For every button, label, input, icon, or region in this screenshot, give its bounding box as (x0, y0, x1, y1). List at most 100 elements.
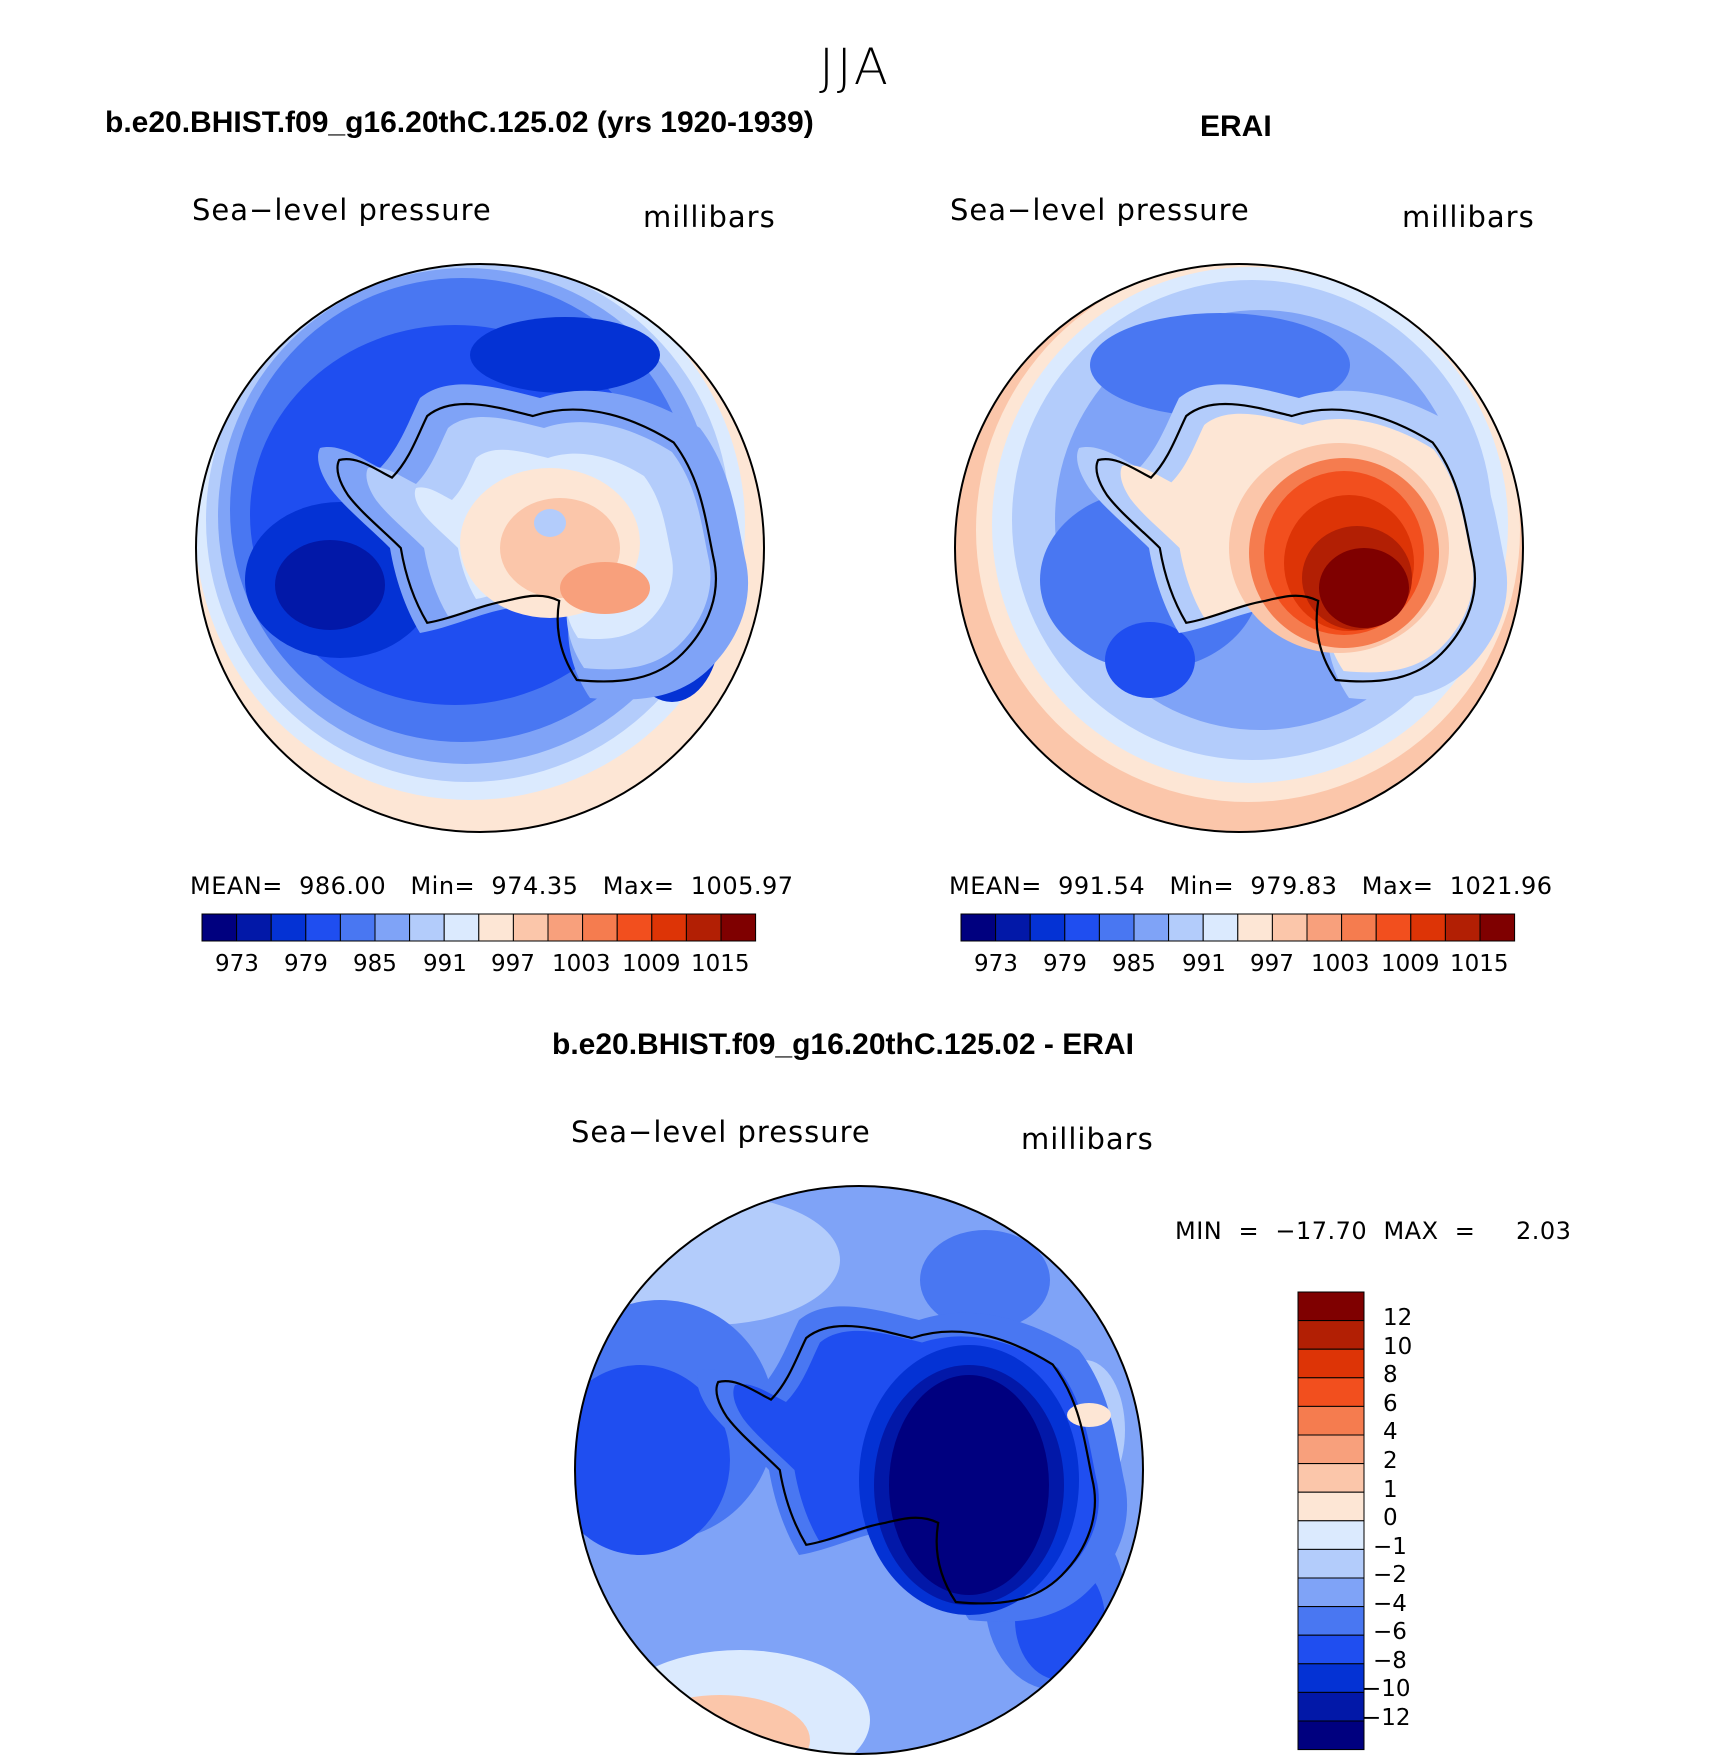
colorbar-swatch (374, 913, 411, 942)
colorbar-swatch (1237, 913, 1273, 942)
panel2-colorbar (960, 913, 1516, 942)
diff-tick: −2 (1373, 1562, 1407, 1588)
diff-colorbar (1297, 1291, 1365, 1751)
colorbar-swatch (236, 913, 272, 942)
diff-tick: −8 (1373, 1648, 1407, 1674)
p1-tick: 997 (491, 951, 535, 977)
p2-tick: 985 (1112, 951, 1156, 977)
colorbar-swatch (1297, 1606, 1365, 1636)
diff-tick: −10 (1362, 1676, 1411, 1702)
colorbar-swatch (1297, 1320, 1365, 1350)
colorbar-swatch (1375, 913, 1412, 942)
p1-tick: 979 (284, 951, 328, 977)
colorbar-swatch (1479, 913, 1516, 942)
p2-tick: 1003 (1311, 951, 1370, 977)
diff-map-border (574, 1185, 1144, 1755)
p2-tick: 979 (1043, 951, 1087, 977)
colorbar-swatch (339, 913, 376, 942)
diff-tick: 1 (1383, 1477, 1398, 1503)
p1-tick: 1003 (552, 951, 611, 977)
colorbar-swatch (1297, 1291, 1365, 1322)
colorbar-swatch (1297, 1348, 1365, 1379)
panel1-colorbar (201, 913, 757, 942)
colorbar-swatch (270, 913, 307, 942)
colorbar-swatch (1306, 913, 1343, 942)
colorbar-swatch (1297, 1434, 1365, 1465)
p2-tick: 1009 (1381, 951, 1440, 977)
colorbar-swatch (1133, 913, 1170, 942)
diff-stats: MIN = −17.70 MAX = 2.03 (1175, 1217, 1572, 1245)
colorbar-swatch (443, 913, 480, 942)
colorbar-swatch (720, 913, 757, 942)
p2-tick: 973 (974, 951, 1018, 977)
colorbar-swatch (305, 913, 341, 942)
colorbar-swatch (1064, 913, 1100, 942)
colorbar-swatch (1297, 1463, 1365, 1493)
panel1-variable-label: Sea−level pressure (192, 193, 492, 227)
colorbar-swatch (201, 913, 238, 942)
p2-tick: 991 (1182, 951, 1226, 977)
panel2-title: ERAI (1200, 110, 1272, 143)
diff-tick: −6 (1373, 1619, 1407, 1645)
diff-tick: −12 (1362, 1705, 1411, 1731)
diff-units-label: millibars (1021, 1122, 1154, 1156)
panel2-units-label: millibars (1402, 200, 1535, 234)
diff-tick: 0 (1383, 1505, 1398, 1531)
colorbar-swatch (1297, 1377, 1365, 1407)
p1-tick: 991 (423, 951, 467, 977)
panel2-map-border (954, 263, 1524, 833)
colorbar-swatch (1297, 1663, 1365, 1693)
colorbar-swatch (582, 913, 618, 942)
colorbar-swatch (512, 913, 549, 942)
colorbar-swatch (1271, 913, 1308, 942)
diff-tick: −4 (1373, 1591, 1407, 1617)
diff-tick: 4 (1383, 1419, 1398, 1445)
diff-map (575, 1186, 1143, 1754)
diff-tick: 12 (1383, 1305, 1413, 1331)
colorbar-swatch (651, 913, 687, 942)
colorbar-swatch (1297, 1634, 1365, 1665)
colorbar-swatch (616, 913, 653, 942)
diff-tick: 10 (1383, 1334, 1413, 1360)
colorbar-swatch (1297, 1691, 1365, 1722)
panel1-units-label: millibars (643, 200, 776, 234)
colorbar-swatch (1297, 1405, 1365, 1436)
panel1-map (196, 264, 764, 832)
diff-variable-label: Sea−level pressure (571, 1115, 871, 1149)
colorbar-swatch (1297, 1520, 1365, 1550)
panel2-stats: MEAN= 991.54 Min= 979.83 Max= 1021.96 (949, 872, 1553, 900)
p1-tick: 1009 (622, 951, 681, 977)
colorbar-swatch (409, 913, 445, 942)
colorbar-swatch (1297, 1491, 1365, 1522)
colorbar-swatch (685, 913, 722, 942)
colorbar-swatch (1341, 913, 1377, 942)
colorbar-swatch (547, 913, 584, 942)
colorbar-swatch (1202, 913, 1239, 942)
colorbar-swatch (1410, 913, 1446, 942)
colorbar-swatch (478, 913, 514, 942)
figure-title: JJA (819, 38, 891, 96)
p2-tick: 997 (1250, 951, 1294, 977)
panel1-title: b.e20.BHIST.f09_g16.20thC.125.02 (yrs 19… (105, 106, 814, 139)
p2-tick: 1015 (1450, 951, 1509, 977)
colorbar-swatch (1297, 1720, 1365, 1751)
diff-tick: −1 (1373, 1534, 1407, 1560)
diff-tick: 8 (1383, 1362, 1398, 1388)
panel1-stats: MEAN= 986.00 Min= 974.35 Max= 1005.97 (190, 872, 794, 900)
diff-title: b.e20.BHIST.f09_g16.20thC.125.02 - ERAI (552, 1028, 1134, 1061)
colorbar-swatch (1297, 1577, 1365, 1608)
p1-tick: 985 (353, 951, 397, 977)
colorbar-swatch (995, 913, 1031, 942)
colorbar-swatch (1168, 913, 1204, 942)
p1-tick: 1015 (691, 951, 750, 977)
colorbar-swatch (1098, 913, 1135, 942)
colorbar-swatch (1444, 913, 1481, 942)
panel1-map-border (195, 263, 765, 833)
panel2-map (955, 264, 1523, 832)
panel2-variable-label: Sea−level pressure (950, 193, 1250, 227)
diff-tick: 6 (1383, 1391, 1398, 1417)
colorbar-swatch (1029, 913, 1066, 942)
diff-tick: 2 (1383, 1448, 1398, 1474)
colorbar-swatch (960, 913, 997, 942)
